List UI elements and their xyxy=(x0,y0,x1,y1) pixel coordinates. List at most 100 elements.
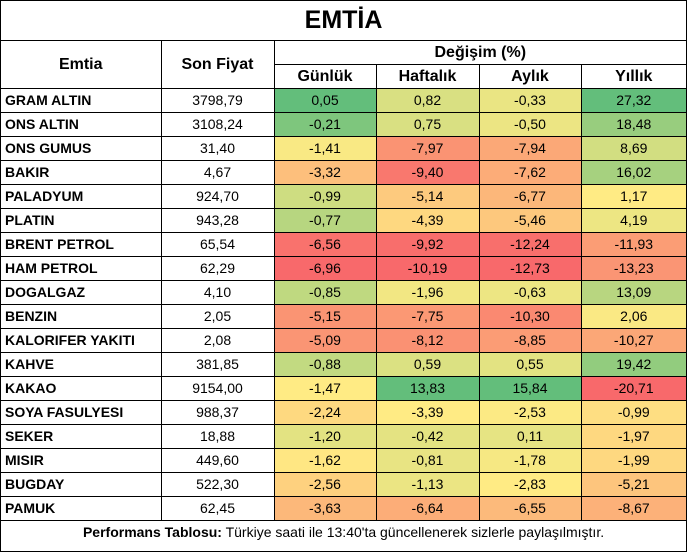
last-price: 988,37 xyxy=(160,400,275,425)
change-yearly: 13,09 xyxy=(580,280,687,305)
change-monthly: -2,53 xyxy=(478,400,582,425)
commodity-name: PLATIN xyxy=(1,208,162,233)
table-row: BAKIR 4,67 -3,32 -9,40 -7,62 16,02 xyxy=(1,160,687,185)
table-body: GRAM ALTIN 3798,79 0,05 0,82 -0,33 27,32 ONS A… xyxy=(1,88,687,521)
change-daily: -0,77 xyxy=(273,208,377,233)
last-price: 65,54 xyxy=(160,232,275,257)
last-price: 31,40 xyxy=(160,136,275,161)
last-price: 2,08 xyxy=(160,328,275,353)
change-daily: -6,96 xyxy=(273,256,377,281)
table-row: KAHVE 381,85 -0,88 0,59 0,55 19,42 xyxy=(1,352,687,377)
table-row: PLATIN 943,28 -0,77 -4,39 -5,46 4,19 xyxy=(1,208,687,233)
change-monthly: -0,33 xyxy=(478,88,582,113)
change-daily: -5,15 xyxy=(273,304,377,329)
last-price: 4,10 xyxy=(160,280,275,305)
header-daily: Günlük xyxy=(274,64,377,89)
change-daily: -2,24 xyxy=(273,400,377,425)
header-price: Son Fiyat xyxy=(160,40,275,89)
footer-label: Performans Tablosu: xyxy=(82,524,222,540)
change-monthly: -10,30 xyxy=(478,304,582,329)
header-monthly: Aylık xyxy=(478,64,582,89)
table-row: GRAM ALTIN 3798,79 0,05 0,82 -0,33 27,32 xyxy=(1,88,687,113)
change-daily: -0,85 xyxy=(273,280,377,305)
header-yearly: Yıllık xyxy=(580,64,687,89)
change-yearly: -0,99 xyxy=(580,400,687,425)
change-monthly: -8,85 xyxy=(478,328,582,353)
change-yearly: 1,17 xyxy=(580,184,687,209)
change-weekly: -9,92 xyxy=(375,232,480,257)
table-row: PALADYUM 924,70 -0,99 -5,14 -6,77 1,17 xyxy=(1,184,687,209)
change-weekly: -1,13 xyxy=(375,472,480,497)
last-price: 4,67 xyxy=(160,160,275,185)
change-yearly: -20,71 xyxy=(580,376,687,401)
table-row: KAKAO 9154,00 -1,47 13,83 15,84 -20,71 xyxy=(1,376,687,401)
change-yearly: 4,19 xyxy=(580,208,687,233)
table-row: BUGDAY 522,30 -2,56 -1,13 -2,83 -5,21 xyxy=(1,472,687,497)
last-price: 62,29 xyxy=(160,256,275,281)
commodity-name: ONS ALTIN xyxy=(1,112,162,137)
commodity-name: BAKIR xyxy=(1,160,162,185)
change-weekly: -6,64 xyxy=(375,496,480,521)
table-row: DOGALGAZ 4,10 -0,85 -1,96 -0,63 13,09 xyxy=(1,280,687,305)
change-weekly: -4,39 xyxy=(375,208,480,233)
change-yearly: 18,48 xyxy=(580,112,687,137)
change-monthly: -7,62 xyxy=(478,160,582,185)
change-weekly: 0,59 xyxy=(375,352,480,377)
change-daily: -3,32 xyxy=(273,160,377,185)
last-price: 3798,79 xyxy=(160,88,275,113)
change-yearly: 19,42 xyxy=(580,352,687,377)
change-monthly: -6,77 xyxy=(478,184,582,209)
table-row: PAMUK 62,45 -3,63 -6,64 -6,55 -8,67 xyxy=(1,496,687,521)
change-weekly: 0,75 xyxy=(375,112,480,137)
change-daily: -0,88 xyxy=(273,352,377,377)
commodity-name: PAMUK xyxy=(1,496,162,521)
commodity-name: SOYA FASULYESI xyxy=(1,400,162,425)
commodity-name: PALADYUM xyxy=(1,184,162,209)
header-commodity: Emtia xyxy=(1,40,162,89)
table-row: HAM PETROL 62,29 -6,96 -10,19 -12,73 -13,23 xyxy=(1,256,687,281)
table-footer: Performans Tablosu: Türkiye saati ile 13… xyxy=(1,521,686,545)
commodity-name: ONS GUMUS xyxy=(1,136,162,161)
change-yearly: -1,99 xyxy=(580,448,687,473)
change-daily: -1,62 xyxy=(273,448,377,473)
commodity-name: GRAM ALTIN xyxy=(1,88,162,113)
commodity-name: MISIR xyxy=(1,448,162,473)
change-yearly: 8,69 xyxy=(580,136,687,161)
table-row: ONS ALTIN 3108,24 -0,21 0,75 -0,50 18,48 xyxy=(1,112,687,137)
change-daily: -0,99 xyxy=(273,184,377,209)
change-daily: -0,21 xyxy=(273,112,377,137)
change-weekly: -8,12 xyxy=(375,328,480,353)
commodity-name: BENZIN xyxy=(1,304,162,329)
change-daily: 0,05 xyxy=(273,88,377,113)
change-weekly: 0,82 xyxy=(375,88,480,113)
table-row: BENZIN 2,05 -5,15 -7,75 -10,30 2,06 xyxy=(1,304,687,329)
change-weekly: -10,19 xyxy=(375,256,480,281)
table-row: SOYA FASULYESI 988,37 -2,24 -3,39 -2,53 -0,99 xyxy=(1,400,687,425)
change-yearly: 2,06 xyxy=(580,304,687,329)
change-yearly: 16,02 xyxy=(580,160,687,185)
change-weekly: -7,75 xyxy=(375,304,480,329)
table-row: BRENT PETROL 65,54 -6,56 -9,92 -12,24 -11,93 xyxy=(1,232,687,257)
commodity-name: DOGALGAZ xyxy=(1,280,162,305)
change-weekly: -1,96 xyxy=(375,280,480,305)
change-yearly: -1,97 xyxy=(580,424,687,449)
change-daily: -3,63 xyxy=(273,496,377,521)
change-daily: -1,20 xyxy=(273,424,377,449)
commodity-name: KAKAO xyxy=(1,376,162,401)
change-weekly: -9,40 xyxy=(375,160,480,185)
table-row: KALORIFER YAKITI 2,08 -5,09 -8,12 -8,85 -10,2… xyxy=(1,328,687,353)
last-price: 924,70 xyxy=(160,184,275,209)
change-monthly: -12,73 xyxy=(478,256,582,281)
change-monthly: -0,50 xyxy=(478,112,582,137)
header-weekly: Haftalık xyxy=(375,64,480,89)
last-price: 449,60 xyxy=(160,448,275,473)
change-yearly: -13,23 xyxy=(580,256,687,281)
change-weekly: -5,14 xyxy=(375,184,480,209)
change-monthly: -1,78 xyxy=(478,448,582,473)
change-daily: -5,09 xyxy=(273,328,377,353)
last-price: 62,45 xyxy=(160,496,275,521)
change-monthly: -7,94 xyxy=(478,136,582,161)
commodity-name: BRENT PETROL xyxy=(1,232,162,257)
